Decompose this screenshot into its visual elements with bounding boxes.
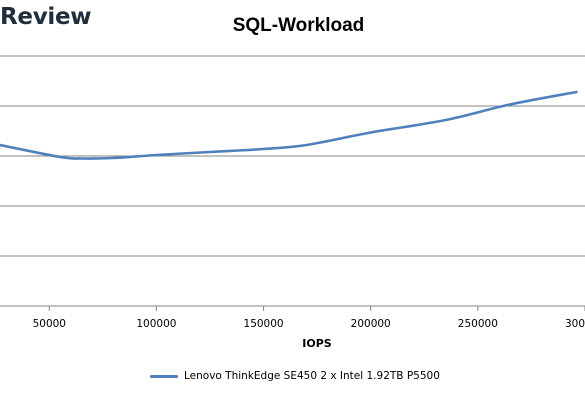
x-tick-label-2: 150000 bbox=[244, 318, 284, 330]
grid-lines bbox=[0, 55, 585, 257]
brand-logo: Review bbox=[0, 4, 92, 30]
x-axis-label: IOPS bbox=[302, 337, 332, 350]
legend: Lenovo ThinkEdge SE450 2 x Intel 1.92TB … bbox=[150, 370, 440, 382]
x-tick-label-5: 300000 bbox=[565, 318, 585, 330]
x-tick-label-0: 50000 bbox=[33, 318, 66, 330]
x-tick-label-3: 200000 bbox=[351, 318, 391, 330]
x-tick-label-4: 250000 bbox=[458, 318, 498, 330]
series-line-0 bbox=[0, 90, 578, 160]
series-layer bbox=[0, 90, 578, 160]
legend-swatch bbox=[150, 374, 178, 378]
x-tick-label-1: 100000 bbox=[136, 318, 176, 330]
chart-title: SQL-Workload bbox=[232, 15, 365, 36]
x-axis: 50000 100000 150000 200000 250000 300000 bbox=[0, 305, 585, 330]
legend-label: Lenovo ThinkEdge SE450 2 x Intel 1.92TB … bbox=[184, 370, 440, 382]
